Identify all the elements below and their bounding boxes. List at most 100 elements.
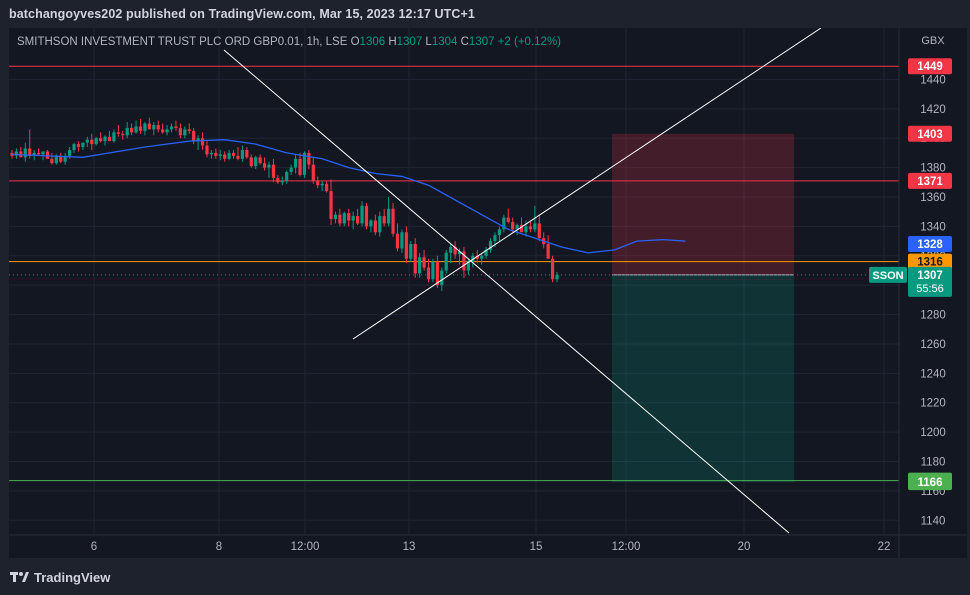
- axis-price-badge-background: [908, 236, 952, 253]
- candle-body: [502, 217, 506, 230]
- candle-body: [72, 144, 76, 150]
- price-level-lines[interactable]: [9, 65, 899, 482]
- price-tick-label: 1340: [920, 221, 946, 233]
- candle-body: [440, 270, 444, 286]
- candle-body: [183, 129, 187, 136]
- publish-header: batchangoyves202 published on TradingVie…: [0, 0, 970, 28]
- legend-change: +2 (+0.12%): [498, 36, 561, 48]
- candle-body: [453, 246, 457, 255]
- candle-body: [422, 257, 426, 268]
- candle-body: [302, 152, 307, 175]
- candle-body: [81, 142, 85, 148]
- legend-high-label: H: [388, 36, 396, 48]
- take-profit-zone[interactable]: [612, 274, 794, 483]
- candle-body: [320, 183, 324, 186]
- legend-close-value: 1307: [469, 36, 498, 48]
- time-tick-label: 20: [738, 541, 751, 553]
- price-tick-label: 1200: [920, 427, 946, 439]
- candle-body: [497, 229, 501, 236]
- moving-average-line: [11, 139, 686, 254]
- time-tick-label: 12:00: [291, 541, 320, 553]
- price-level-badge: 1371: [917, 176, 943, 188]
- price-tick-label: 1260: [920, 339, 946, 351]
- candle-body: [289, 167, 293, 173]
- candle-body: [32, 152, 36, 156]
- candle-body: [138, 126, 143, 131]
- candle-body: [511, 221, 515, 230]
- tradingview-logo[interactable]: TradingView: [10, 569, 110, 585]
- current-price-badge-background: [908, 266, 952, 297]
- legend-low-value: 1304: [432, 36, 461, 48]
- legend-close-label: C: [461, 36, 469, 48]
- candle-body: [347, 213, 351, 221]
- candle-body: [449, 246, 453, 253]
- candle-body: [165, 129, 169, 133]
- candle-body: [94, 138, 98, 145]
- candle-body: [196, 138, 200, 142]
- candle-body: [356, 216, 360, 224]
- price-level-badge-background: [908, 253, 952, 270]
- price-level-badge-background: [908, 172, 952, 189]
- ascending-trend-line[interactable]: [352, 28, 822, 340]
- candle-body: [351, 216, 355, 221]
- candle-body: [466, 261, 470, 271]
- candle-body: [236, 155, 240, 159]
- candle-body: [147, 123, 151, 130]
- axis-price-badge: 1403: [917, 129, 943, 141]
- candle-body: [418, 257, 422, 274]
- stop-loss-zone[interactable]: [612, 133, 794, 275]
- time-tick-label: 13: [403, 541, 416, 553]
- candle-body: [50, 158, 54, 164]
- candle-body: [103, 136, 107, 142]
- time-axis[interactable]: 6 8 12:00 13 15 12:00 20 22: [9, 28, 967, 558]
- footer-bar: [0, 560, 970, 595]
- candle-body: [10, 152, 14, 156]
- candle-body: [471, 255, 475, 262]
- candle-body: [85, 139, 89, 143]
- time-tick-label: 6: [91, 541, 97, 553]
- trend-lines[interactable]: [223, 28, 822, 534]
- price-chart[interactable]: SMITHSON INVESTMENT TRUST PLC ORD GBP0.0…: [9, 28, 967, 558]
- candle-body: [214, 152, 218, 156]
- candle-body: [546, 244, 550, 259]
- candle-body: [382, 216, 386, 224]
- candle-body: [125, 127, 129, 136]
- candle-body: [480, 255, 484, 259]
- candle-body: [156, 124, 160, 130]
- axis-price-badge-background: [908, 125, 952, 142]
- candle-body: [307, 152, 311, 165]
- legend-high-value: 1307: [397, 36, 426, 48]
- descending-trend-line[interactable]: [223, 49, 790, 534]
- time-tick-label: 12:00: [612, 541, 641, 553]
- price-tick-label: 1440: [920, 74, 946, 86]
- candle-body: [174, 126, 178, 128]
- price-tick-label: 1240: [920, 368, 946, 380]
- price-level-badge: 1449: [917, 61, 943, 73]
- candle-body: [130, 127, 134, 133]
- candle-body: [285, 172, 289, 181]
- candle-body: [205, 145, 209, 155]
- plot-background: [9, 28, 967, 558]
- legend-text: SMITHSON INVESTMENT TRUST PLC ORD GBP0.0…: [17, 36, 561, 48]
- candle-body: [116, 132, 120, 134]
- legend-open-value: 1306: [360, 36, 389, 48]
- candle-body: [435, 261, 439, 286]
- candle-body: [231, 152, 236, 156]
- chart-panel[interactable]: SMITHSON INVESTMENT TRUST PLC ORD GBP0.0…: [9, 28, 967, 558]
- legend-low-label: L: [425, 36, 432, 48]
- bar-countdown: 55:56: [916, 283, 944, 295]
- publish-line: batchangoyves202 published on TradingVie…: [9, 7, 475, 21]
- candle-body: [404, 232, 408, 259]
- candle-body: [387, 208, 391, 224]
- time-tick-label: 22: [878, 541, 891, 553]
- axis-price-badge: 1328: [917, 239, 943, 251]
- candle-body: [444, 252, 448, 271]
- candle-body: [475, 255, 479, 259]
- grid: [9, 28, 967, 558]
- tradingview-brand: TradingView: [34, 569, 111, 585]
- candle-body: [457, 251, 462, 255]
- axis-price-badge: 1166: [918, 477, 943, 489]
- position-zones[interactable]: [612, 133, 794, 483]
- axis-price-badge-background: [908, 474, 952, 491]
- candle-body: [227, 152, 231, 159]
